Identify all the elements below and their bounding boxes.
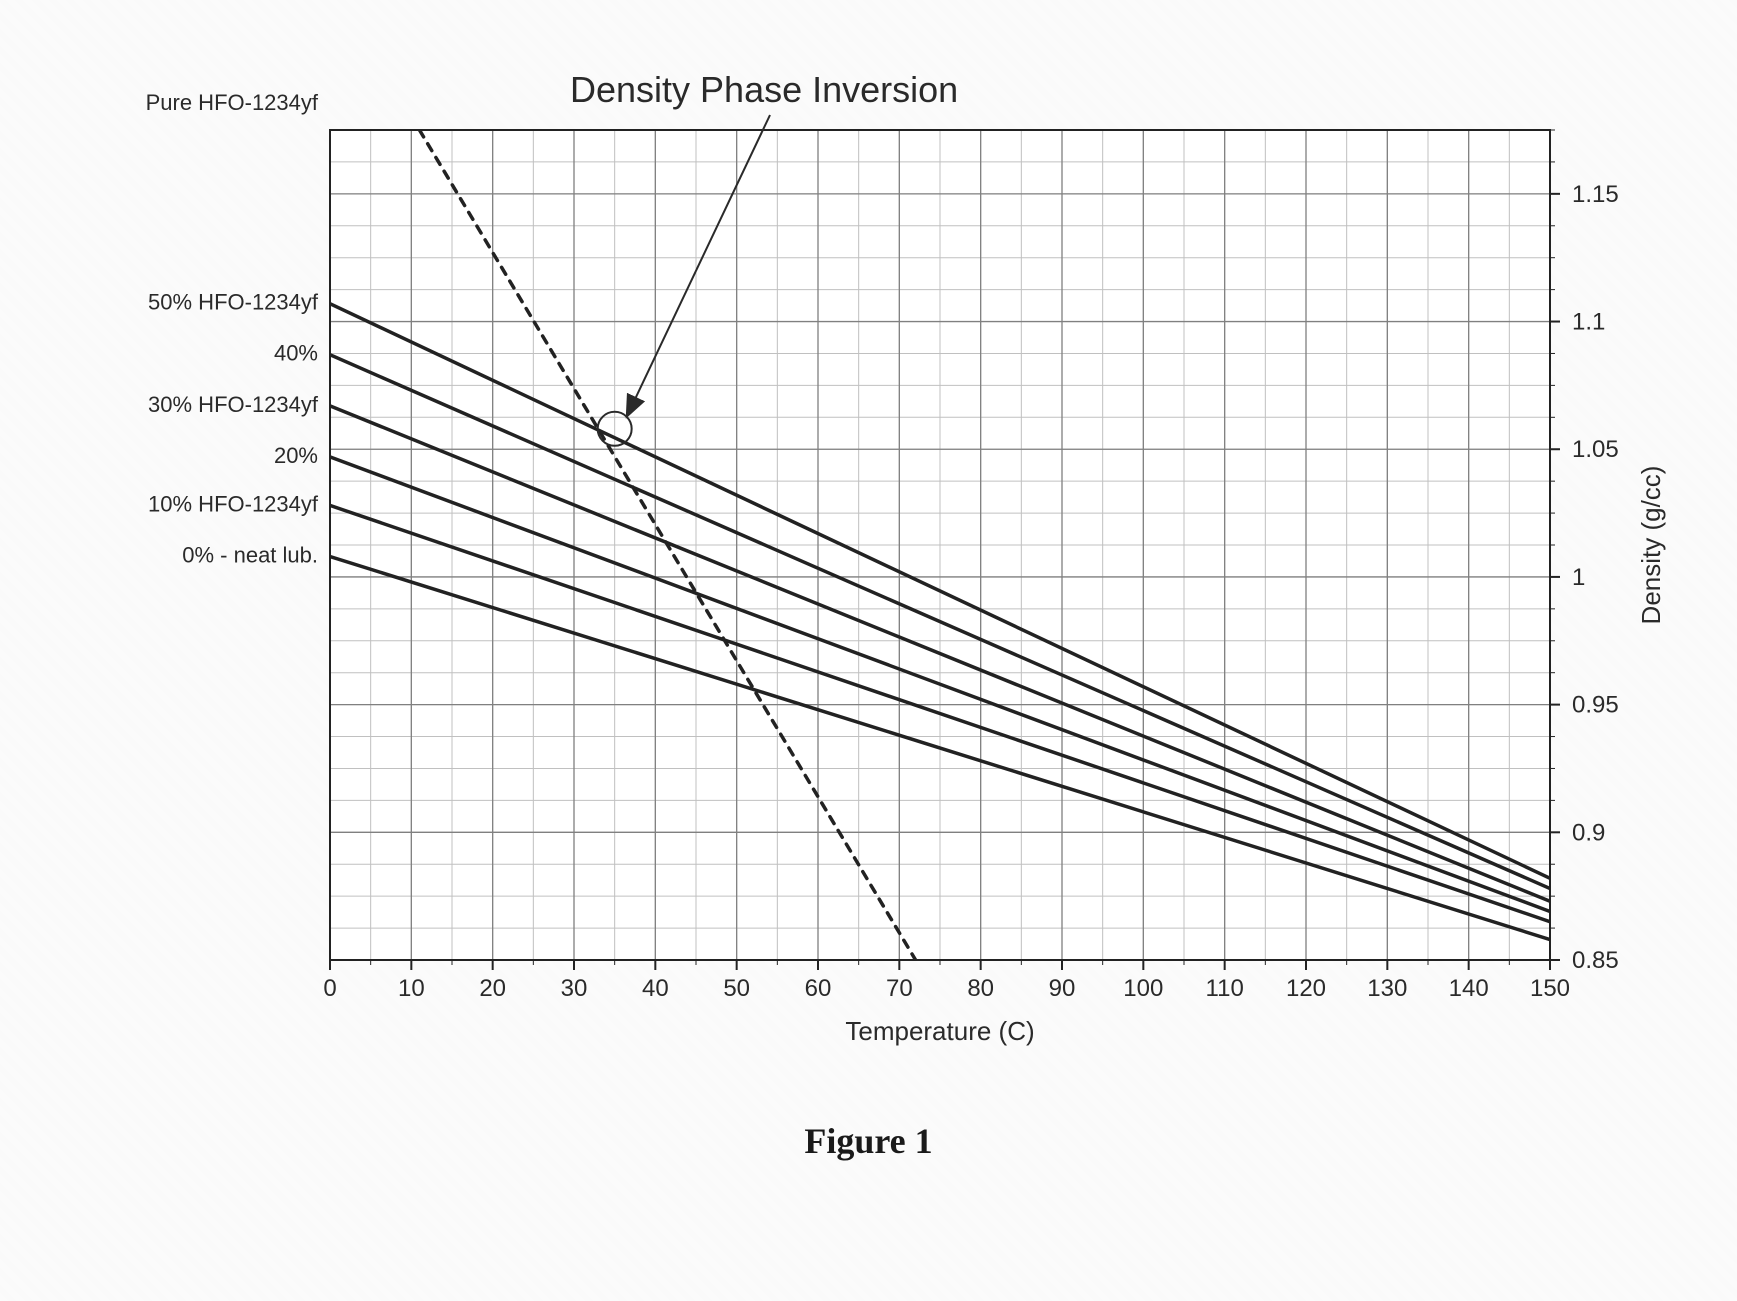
figure-caption: Figure 1 bbox=[0, 1120, 1737, 1162]
x-tick-label: 30 bbox=[561, 975, 588, 1002]
x-tick-label: 20 bbox=[479, 975, 506, 1002]
x-tick-label: 60 bbox=[805, 975, 832, 1002]
annotation-text: Density Phase Inversion bbox=[570, 69, 958, 110]
series-label: 40% bbox=[274, 341, 318, 366]
y-tick-label: 0.85 bbox=[1572, 947, 1619, 974]
x-tick-label: 110 bbox=[1206, 975, 1244, 1002]
x-tick-label: 100 bbox=[1123, 975, 1163, 1002]
y-tick-label: 1.05 bbox=[1572, 436, 1619, 463]
series-label: 30% HFO-1234yf bbox=[148, 392, 319, 417]
x-tick-label: 40 bbox=[642, 975, 669, 1002]
x-tick-label: 80 bbox=[967, 975, 994, 1002]
x-tick-label: 70 bbox=[886, 975, 913, 1002]
x-tick-label: 10 bbox=[398, 975, 425, 1002]
figure-wrap: 0 10 20 30 40 50 60 70 80 90 100 110 120 130 140 150 Tem… bbox=[0, 0, 1737, 1301]
x-tick-label: 0 bbox=[323, 975, 336, 1002]
series-label: 0% - neat lub. bbox=[182, 542, 318, 567]
y-tick-label: 1 bbox=[1572, 564, 1585, 591]
x-tick-label: 150 bbox=[1530, 975, 1570, 1002]
y-tick-label: 0.95 bbox=[1572, 692, 1619, 719]
x-tick-label: 90 bbox=[1049, 975, 1076, 1002]
x-tick-label: 130 bbox=[1367, 975, 1407, 1002]
series-label: 50% HFO-1234yf bbox=[148, 290, 319, 315]
y-tick-label: 1.1 bbox=[1572, 309, 1605, 336]
y-axis-label: Density (g/cc) bbox=[1636, 466, 1666, 625]
x-axis-label: Temperature (C) bbox=[845, 1016, 1034, 1046]
series-label: Pure HFO-1234yf bbox=[146, 90, 319, 115]
x-tick-label: 140 bbox=[1449, 975, 1489, 1002]
x-tick-label: 120 bbox=[1286, 975, 1326, 1002]
series-label: 10% HFO-1234yf bbox=[148, 491, 319, 516]
y-tick-label: 0.9 bbox=[1572, 819, 1605, 846]
series-label: 20% bbox=[274, 443, 318, 468]
x-tick-label: 50 bbox=[723, 975, 750, 1002]
density-chart: 0 10 20 30 40 50 60 70 80 90 100 110 120 130 140 150 Tem… bbox=[0, 0, 1737, 1301]
y-tick-label: 1.15 bbox=[1572, 181, 1619, 208]
